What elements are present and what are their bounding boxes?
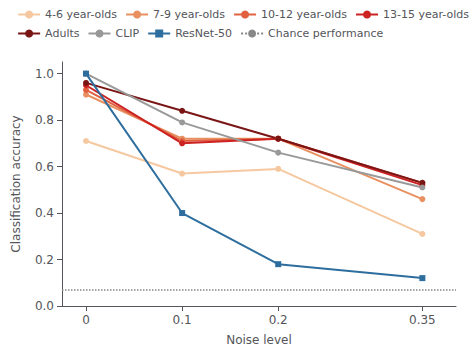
svg-text:0.2: 0.2 — [35, 253, 54, 267]
svg-text:0.8: 0.8 — [35, 113, 54, 127]
svg-text:Noise level: Noise level — [226, 333, 292, 347]
svg-text:0.35: 0.35 — [409, 313, 436, 327]
svg-text:0: 0 — [82, 313, 90, 327]
svg-text:ResNet-50: ResNet-50 — [175, 27, 232, 40]
svg-text:Adults: Adults — [45, 27, 80, 40]
svg-text:7-9 year-olds: 7-9 year-olds — [153, 8, 225, 21]
svg-text:0.6: 0.6 — [35, 160, 54, 174]
svg-text:Chance performance: Chance performance — [268, 27, 383, 40]
svg-text:0.0: 0.0 — [35, 299, 54, 313]
svg-text:13-15 year-olds: 13-15 year-olds — [383, 8, 469, 21]
svg-text:10-12 year-olds: 10-12 year-olds — [261, 8, 347, 21]
svg-text:Classification accuracy: Classification accuracy — [9, 115, 23, 252]
svg-text:0.2: 0.2 — [269, 313, 288, 327]
svg-text:4-6 year-olds: 4-6 year-olds — [45, 8, 117, 21]
svg-text:0.1: 0.1 — [173, 313, 192, 327]
svg-text:0.4: 0.4 — [35, 206, 54, 220]
svg-text:CLIP: CLIP — [116, 27, 140, 40]
svg-text:1.0: 1.0 — [35, 67, 54, 81]
